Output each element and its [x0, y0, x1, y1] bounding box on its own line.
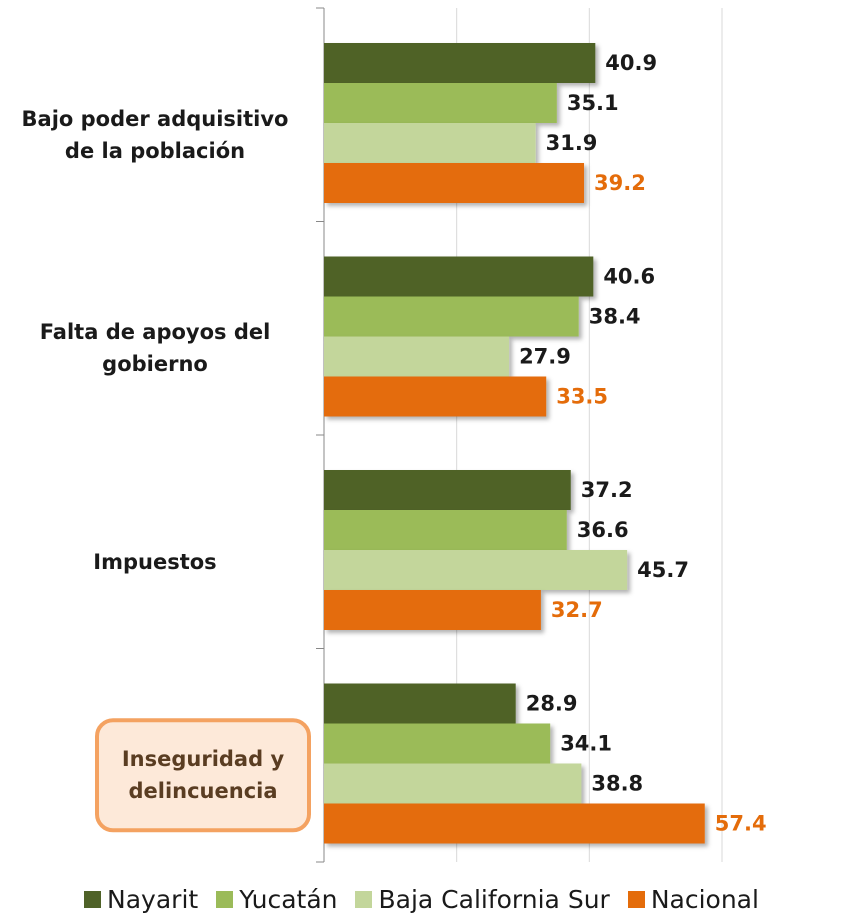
- legend-swatch: [216, 891, 234, 908]
- bar: [324, 123, 536, 163]
- bar: [324, 803, 705, 844]
- legend-item: Baja California Sur: [355, 885, 610, 914]
- bar: [324, 723, 551, 764]
- legend-label: Nacional: [650, 885, 759, 914]
- bar: [324, 470, 571, 510]
- value-label: 45.7: [637, 558, 689, 582]
- value-label: 38.4: [589, 305, 641, 329]
- value-label: 27.9: [519, 345, 571, 369]
- value-label: 32.7: [551, 598, 603, 622]
- value-label: 34.1: [560, 732, 612, 756]
- value-label: 39.2: [594, 171, 646, 195]
- legend-item: Nacional: [627, 885, 759, 914]
- value-label: 31.9: [546, 131, 598, 155]
- value-label: 40.9: [605, 51, 657, 75]
- bar: [324, 550, 628, 590]
- legend-label: Baja California Sur: [378, 885, 610, 914]
- value-label: 33.5: [556, 385, 608, 409]
- bar: [324, 336, 510, 377]
- value-label: 57.4: [715, 812, 767, 836]
- legend-label: Yucatán: [239, 885, 338, 914]
- category-label: Inseguridad y delincuencia: [121, 747, 285, 804]
- bar: [324, 683, 516, 724]
- value-label: 40.6: [603, 265, 655, 289]
- legend-swatch: [627, 891, 645, 908]
- bar: [324, 256, 594, 297]
- bar: [324, 510, 567, 550]
- value-label: 36.6: [577, 518, 629, 542]
- value-label: 28.9: [526, 692, 578, 716]
- bar: [324, 296, 579, 337]
- value-label: 38.8: [591, 772, 643, 796]
- bar: [324, 83, 557, 123]
- legend-item: Yucatán: [216, 885, 337, 914]
- category-label: Falta de apoyos del gobierno: [39, 320, 271, 377]
- legend-item: Nayarit: [84, 885, 198, 914]
- legend-swatch: [355, 891, 373, 908]
- value-label: 35.1: [567, 91, 619, 115]
- bar: [324, 590, 541, 630]
- bar: [324, 43, 596, 83]
- category-label: Bajo poder adquisitivo de la población: [21, 106, 289, 163]
- legend-swatch: [84, 891, 102, 908]
- bar: [324, 163, 585, 203]
- bar: [324, 763, 582, 804]
- value-label: 37.2: [581, 478, 633, 502]
- legend: Nayarit Yucatán Baja California Sur Naciona…: [0, 885, 843, 914]
- legend-label: Nayarit: [107, 885, 199, 914]
- bar: [324, 376, 547, 417]
- highlight-box: [95, 718, 311, 833]
- category-label: Impuestos: [93, 549, 217, 574]
